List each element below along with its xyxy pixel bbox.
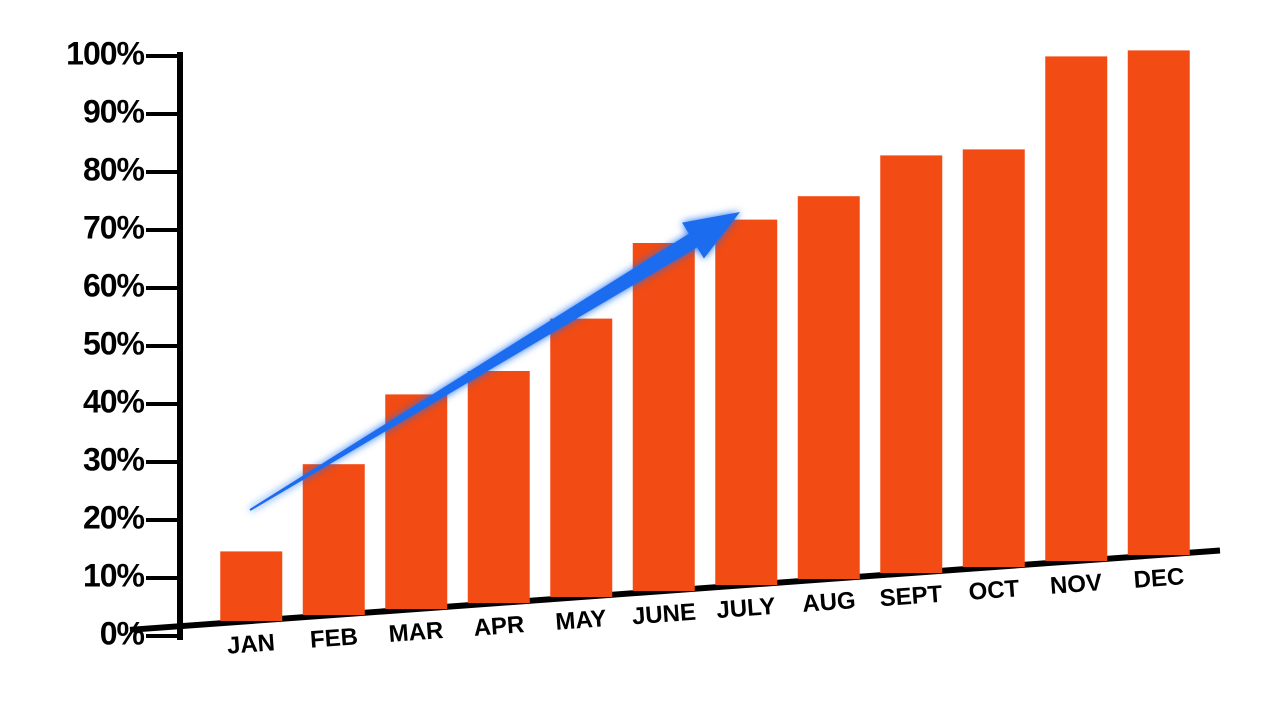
bar — [633, 243, 695, 591]
monthly-percentage-bar-chart: 0% 10% 20% 30% 40% 50% 60% 70% 80% 90% 100% JAN FEB M… — [0, 0, 1280, 720]
y-tick-label: 80% — [83, 152, 144, 189]
bar — [963, 149, 1025, 567]
x-tick-label: FEB — [309, 623, 359, 654]
y-tick-label: 50% — [83, 326, 144, 363]
x-tick-label: MAR — [388, 617, 445, 649]
bar — [880, 155, 942, 573]
x-tick-label: JULY — [716, 593, 777, 625]
y-tick-label: 100% — [66, 36, 144, 73]
y-tick-label: 20% — [83, 500, 144, 537]
x-tick-label: DEC — [1132, 563, 1185, 595]
y-tick-label: 10% — [83, 558, 144, 595]
x-tick-label: JUNE — [631, 599, 697, 632]
x-tick-label: SEPT — [879, 581, 944, 614]
y-tick-label: 0% — [100, 616, 144, 653]
y-tick-label: 30% — [83, 442, 144, 479]
x-tick-label: AUG — [801, 587, 856, 619]
y-tick-label: 40% — [83, 384, 144, 421]
bar — [798, 196, 860, 579]
bar — [1128, 50, 1190, 555]
y-tick-label: 60% — [83, 268, 144, 305]
bar — [468, 371, 530, 603]
x-tick-label: MAY — [555, 605, 608, 637]
y-tick-label: 70% — [83, 210, 144, 247]
bar — [550, 319, 612, 597]
bar — [385, 394, 447, 609]
x-tick-label: NOV — [1049, 569, 1103, 601]
bar — [303, 464, 365, 615]
bar — [1045, 56, 1107, 561]
y-tick-label: 90% — [83, 94, 144, 131]
bar — [220, 551, 282, 621]
x-tick-label: APR — [472, 611, 525, 643]
bar — [715, 220, 777, 585]
x-tick-label: OCT — [967, 575, 1020, 607]
x-tick-label: JAN — [226, 629, 276, 660]
